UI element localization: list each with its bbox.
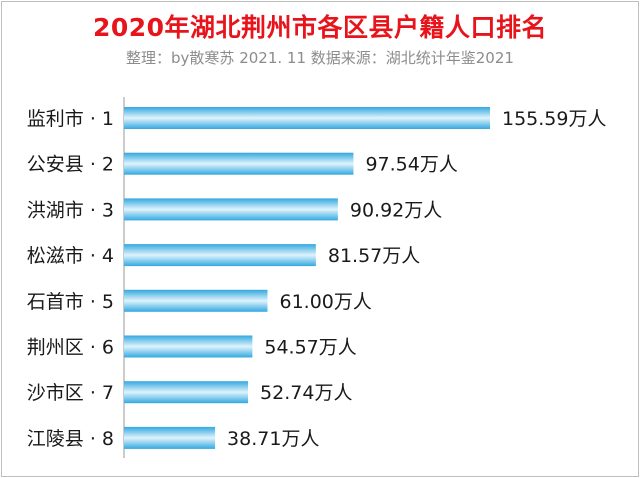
value-label-8: 38.71万人 <box>227 428 319 450</box>
bar-5 <box>124 289 268 312</box>
category-label-4: 松滋市 · 4 <box>27 245 114 267</box>
bar-4 <box>124 244 316 267</box>
category-label-6: 荆州区 · 6 <box>27 337 114 359</box>
chart-subtitle: 整理：by散寒苏 2021. 11 数据来源：湖北统计年鉴2021 <box>126 49 514 67</box>
category-label-7: 沙市区 · 7 <box>27 382 114 404</box>
value-label-7: 52.74万人 <box>260 382 352 404</box>
bar-1 <box>124 107 490 129</box>
value-label-6: 54.57万人 <box>264 337 356 359</box>
bar-2 <box>124 152 354 175</box>
bar-8 <box>124 426 216 449</box>
category-label-5: 石首市 · 5 <box>27 291 114 313</box>
value-label-4: 81.57万人 <box>328 245 420 267</box>
bar-3 <box>124 198 338 221</box>
value-label-2: 97.54万人 <box>365 154 457 176</box>
chart-title: 2020年湖北荆州市各区县户籍人口排名 <box>92 13 548 42</box>
value-label-1: 155.59万人 <box>502 108 606 130</box>
category-label-2: 公安县 · 2 <box>27 154 114 176</box>
bar-6 <box>124 335 253 358</box>
bar-7 <box>124 381 249 404</box>
category-label-1: 监利市 · 1 <box>27 108 114 130</box>
value-label-5: 61.00万人 <box>279 291 371 313</box>
category-label-8: 江陵县 · 8 <box>27 428 114 450</box>
value-label-3: 90.92万人 <box>350 199 442 221</box>
category-label-3: 洪湖市 · 3 <box>27 199 114 221</box>
